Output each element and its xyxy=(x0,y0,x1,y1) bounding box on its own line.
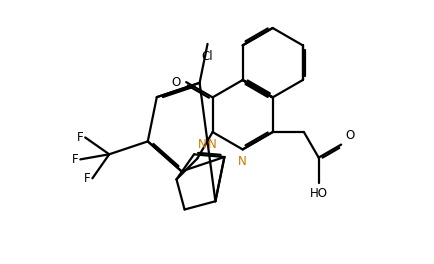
Text: Cl: Cl xyxy=(201,50,213,63)
Text: N: N xyxy=(198,138,207,151)
Text: O: O xyxy=(171,76,181,89)
Text: F: F xyxy=(71,153,78,166)
Text: HO: HO xyxy=(309,187,327,200)
Text: O: O xyxy=(345,129,354,142)
Text: F: F xyxy=(83,172,90,185)
Text: N: N xyxy=(208,138,217,151)
Text: N: N xyxy=(238,155,247,168)
Text: F: F xyxy=(76,131,83,144)
